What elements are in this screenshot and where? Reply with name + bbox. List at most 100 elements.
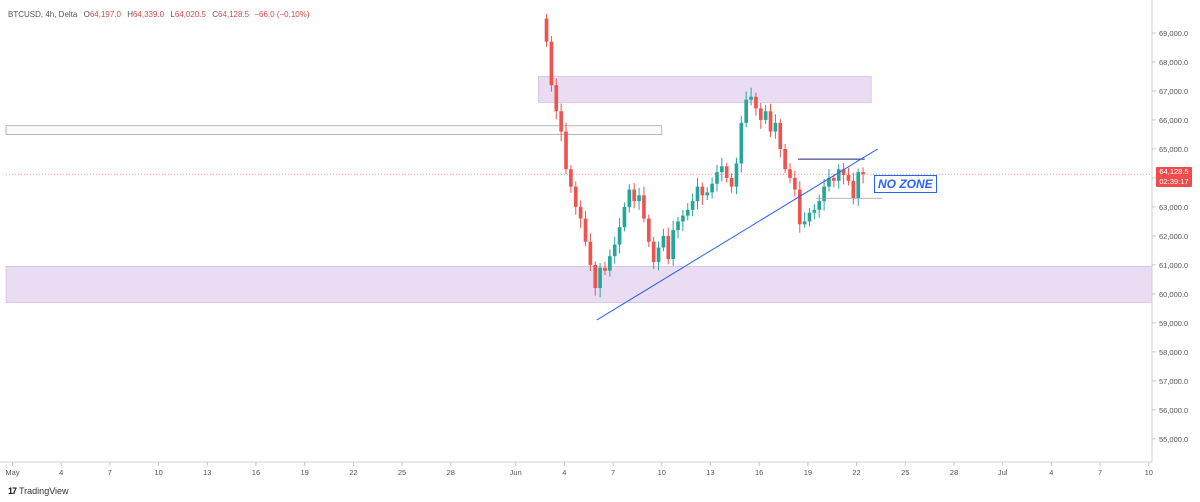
candle-body bbox=[802, 221, 807, 225]
candle-22 bbox=[646, 214, 651, 248]
candle-body bbox=[598, 267, 602, 289]
candle-9 bbox=[583, 211, 588, 247]
tradingview-brand: TradingView bbox=[19, 486, 69, 496]
candle-65 bbox=[856, 168, 861, 206]
x-tick-label: 13 bbox=[203, 468, 211, 477]
bar-countdown: 02:39:17 bbox=[1159, 177, 1189, 186]
candle-body bbox=[651, 241, 656, 262]
candle-41 bbox=[739, 115, 744, 173]
candle-body bbox=[637, 195, 641, 202]
y-tick-label: 68,000.0 bbox=[1159, 58, 1188, 67]
candle-25 bbox=[661, 228, 666, 252]
candle-body bbox=[612, 244, 617, 257]
candle-body bbox=[749, 96, 753, 100]
candle-body bbox=[685, 209, 690, 216]
level-box bbox=[5, 125, 663, 135]
legend-low: 64,020.5 bbox=[174, 10, 206, 19]
candle-body bbox=[661, 235, 666, 248]
y-tick-label: 60,000.0 bbox=[1159, 290, 1188, 299]
candle-10 bbox=[588, 233, 593, 271]
y-tick-label: 55,000.0 bbox=[1159, 435, 1188, 444]
candle-body bbox=[817, 201, 822, 210]
candle-64 bbox=[851, 172, 856, 205]
legend-change: −66.0 (−0.10%) bbox=[254, 10, 310, 19]
x-tick-label: 4 bbox=[59, 468, 63, 477]
candle-body bbox=[622, 206, 627, 228]
candle-26 bbox=[666, 227, 671, 265]
candle-31 bbox=[690, 193, 695, 217]
candle-body bbox=[861, 172, 865, 175]
candle-body bbox=[695, 186, 700, 202]
candle-11 bbox=[593, 261, 598, 296]
x-tick-label: 22 bbox=[349, 468, 357, 477]
candle-52 bbox=[793, 170, 797, 197]
candle-47 bbox=[768, 103, 773, 138]
candle-40 bbox=[734, 157, 739, 195]
x-tick-label: Jun bbox=[510, 468, 522, 477]
no-zone-annotation[interactable]: NO ZONE bbox=[874, 175, 937, 193]
candle-45 bbox=[758, 102, 763, 129]
candle-body bbox=[681, 215, 685, 222]
candle-body bbox=[783, 148, 787, 170]
x-tick-label: 7 bbox=[1098, 468, 1102, 477]
candle-body bbox=[793, 177, 797, 190]
symbol-legend: BTCUSD, 4h, Delta O64,197.0 H64,339.0 L6… bbox=[8, 10, 310, 19]
candle-36 bbox=[715, 164, 719, 192]
x-tick-label: 25 bbox=[901, 468, 909, 477]
candle-54 bbox=[802, 212, 807, 228]
candle-2 bbox=[549, 36, 554, 92]
x-tick-label: 7 bbox=[611, 468, 615, 477]
candle-55 bbox=[807, 208, 812, 227]
legend-open-label: O bbox=[83, 10, 90, 19]
x-tick-label: 28 bbox=[447, 468, 455, 477]
x-tick-label: 4 bbox=[1049, 468, 1053, 477]
candle-8 bbox=[578, 200, 583, 228]
candle-30 bbox=[685, 203, 690, 221]
zone-box-0 bbox=[538, 76, 872, 103]
candle-body bbox=[544, 18, 549, 42]
candle-body bbox=[715, 172, 719, 184]
candle-15 bbox=[612, 236, 617, 264]
candle-body bbox=[583, 218, 588, 242]
candle-50 bbox=[783, 144, 787, 173]
legend-high: 64,339.0 bbox=[132, 10, 165, 19]
x-tick-label: 19 bbox=[804, 468, 812, 477]
candle-body bbox=[554, 85, 559, 112]
candle-48 bbox=[773, 114, 778, 139]
x-tick-label: 4 bbox=[562, 468, 566, 477]
candle-body bbox=[700, 186, 705, 196]
candle-43 bbox=[749, 87, 753, 106]
candle-body bbox=[559, 111, 563, 132]
candle-body bbox=[832, 177, 836, 181]
candle-19 bbox=[632, 183, 637, 209]
candle-body bbox=[676, 221, 680, 231]
x-tick-label: 10 bbox=[1145, 468, 1153, 477]
candle-39 bbox=[729, 173, 734, 193]
x-tick-label: May bbox=[5, 468, 19, 477]
y-tick-label: 57,000.0 bbox=[1159, 377, 1188, 386]
legend-close: 64,128.5 bbox=[217, 10, 250, 19]
tradingview-logo-icon: 17 bbox=[8, 486, 17, 496]
candle-66 bbox=[861, 167, 865, 184]
candle-body bbox=[734, 163, 739, 187]
candle-body bbox=[710, 183, 714, 193]
candle-12 bbox=[598, 263, 602, 298]
y-tick-label: 56,000.0 bbox=[1159, 406, 1188, 415]
candle-63 bbox=[846, 167, 851, 186]
x-tick-label: Jul bbox=[998, 468, 1008, 477]
y-tick-label: 66,000.0 bbox=[1159, 116, 1188, 125]
y-tick-label: 63,000.0 bbox=[1159, 203, 1188, 212]
x-tick-label: 19 bbox=[301, 468, 309, 477]
candle-body bbox=[744, 99, 749, 123]
candle-body bbox=[739, 122, 744, 164]
candle-body bbox=[608, 256, 612, 271]
x-tick-label: 16 bbox=[252, 468, 260, 477]
tradingview-footer[interactable]: 17 TradingView bbox=[8, 486, 69, 496]
candle-27 bbox=[671, 220, 675, 266]
candle-56 bbox=[812, 204, 817, 220]
candle-61 bbox=[836, 164, 841, 189]
candle-body bbox=[797, 189, 802, 225]
candle-1 bbox=[544, 13, 549, 47]
